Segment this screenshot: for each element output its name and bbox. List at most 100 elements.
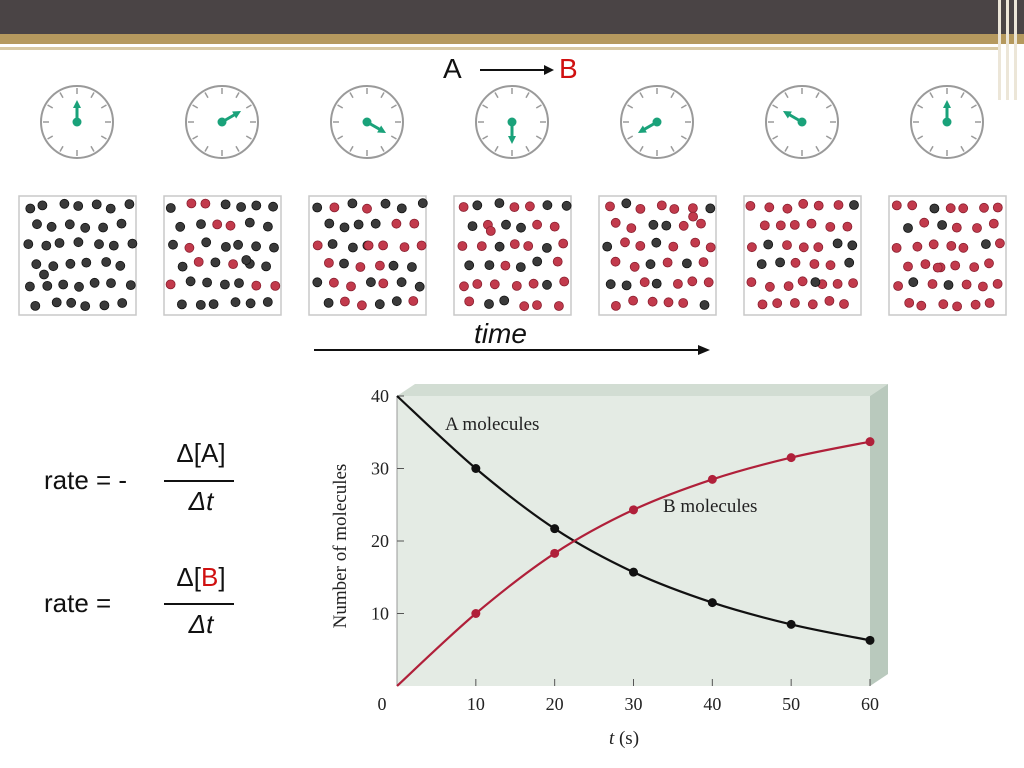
molecule-a (312, 202, 323, 213)
molecule-a (81, 257, 92, 268)
molecule-b (912, 241, 923, 252)
x-tick-label: 0 (378, 694, 387, 714)
molecule-b (532, 300, 542, 310)
series-a-point (707, 598, 717, 608)
clock-icon (910, 85, 984, 159)
molecule-a (661, 220, 672, 231)
molecules-chart: 10 20 30 40 0 10 20 30 40 50 60 A molecules B molecu… (330, 384, 888, 749)
molecule-b (988, 218, 999, 229)
molecule-b (927, 279, 938, 289)
molecule-b (532, 219, 542, 230)
molecule-a (89, 277, 100, 288)
molecule-b (764, 281, 775, 292)
molecule-a (101, 257, 112, 267)
molecule-b (690, 237, 701, 248)
molecule-b (639, 277, 650, 288)
molecule-b (698, 257, 709, 267)
molecule-b (610, 301, 621, 311)
molecule-b (610, 256, 621, 267)
rate-b-denominator: Δt (188, 609, 214, 639)
molecule-b (509, 202, 520, 213)
molecule-b (772, 298, 783, 309)
molecule-b (775, 220, 786, 231)
molecule-b (687, 276, 698, 287)
molecule-b (500, 260, 511, 271)
molecule-b (848, 278, 858, 288)
molecule-a (651, 237, 662, 248)
molecule-a (251, 241, 261, 252)
x-tick-label: 10 (467, 694, 485, 714)
molecule-a (268, 201, 278, 212)
molecule-a (501, 219, 511, 230)
molecule-b (995, 238, 1005, 249)
molecule-b (907, 200, 918, 211)
molecule-a (682, 258, 692, 269)
molecule-b (270, 281, 281, 291)
molecule-b (832, 279, 843, 289)
rate-b-lhs: rate = (44, 588, 112, 618)
molecule-b (970, 299, 981, 310)
molecule-b (904, 298, 915, 308)
plot-area (397, 396, 870, 686)
molecule-b (312, 240, 323, 251)
x-tick-label: 60 (861, 694, 879, 714)
molecule-a (74, 281, 84, 292)
molecule-b (485, 226, 496, 236)
molecule-b (165, 279, 176, 290)
molecule-b (678, 298, 689, 308)
molecule-b (992, 202, 1003, 213)
molecule-a (48, 261, 59, 272)
molecule-b (807, 299, 818, 310)
molecule-b (705, 242, 716, 253)
molecule-a (127, 238, 138, 249)
molecule-a (353, 219, 364, 230)
molecule-a (380, 198, 391, 209)
molecule-b (554, 301, 564, 311)
molecule-a (312, 277, 323, 288)
molecule-a (602, 241, 613, 252)
molecule-a (241, 255, 252, 265)
rate-a-numerator: Δ[A] (166, 438, 236, 469)
molecule-b (375, 260, 385, 271)
molecule-a (484, 260, 495, 270)
y-tick-label: 20 (371, 531, 389, 551)
accent-line (0, 47, 1000, 50)
molecule-a (196, 219, 206, 230)
rate-a-denominator: Δt (188, 486, 214, 516)
molecule-a (124, 199, 135, 210)
molecule-a (542, 200, 553, 211)
molecule-a (168, 239, 178, 250)
molecule-b (391, 218, 402, 229)
molecule-a (106, 278, 116, 288)
molecule-b (610, 217, 621, 228)
molecule-a (80, 222, 91, 233)
molecule-a (908, 277, 919, 288)
molecule-b (842, 221, 853, 232)
molecule-b (891, 243, 902, 253)
molecule-b (559, 276, 570, 287)
title-bar (0, 0, 1024, 34)
clock-icon (620, 85, 694, 159)
molecule-b (824, 296, 835, 306)
molecule-a (756, 259, 767, 269)
molecule-b (357, 300, 367, 311)
molecule-b (558, 238, 569, 249)
molecule-a (262, 297, 273, 307)
molecule-a (943, 280, 954, 290)
y-axis-label: Number of molecules (330, 464, 351, 629)
molecule-b (806, 218, 817, 229)
molecule-a (327, 239, 338, 249)
molecule-a (388, 260, 399, 271)
molecule-b (458, 202, 469, 212)
molecule-b (782, 240, 792, 250)
molecule-a (396, 203, 407, 214)
clock-icon (765, 85, 839, 159)
molecule-a (234, 278, 244, 288)
molecule-a (494, 198, 505, 209)
molecule-b (628, 295, 638, 306)
molecule-b (938, 299, 949, 310)
clock-icon (185, 85, 259, 159)
molecule-a (30, 301, 41, 311)
molecule-b (620, 237, 630, 248)
molecule-a (370, 218, 381, 229)
